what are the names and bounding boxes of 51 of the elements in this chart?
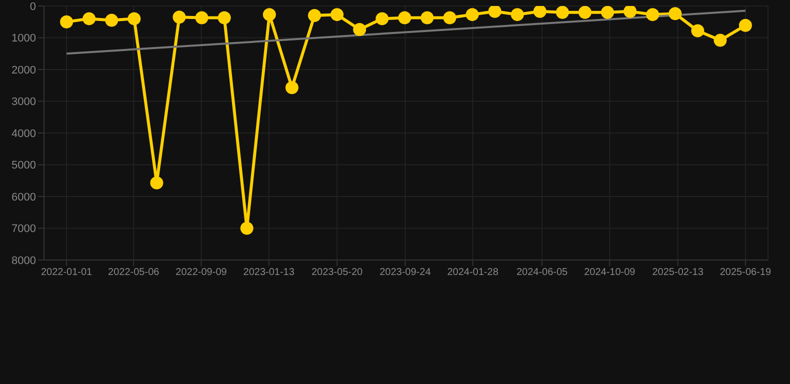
point (308, 9, 321, 22)
point (195, 11, 208, 24)
point (128, 12, 141, 26)
x-tick-label: 2022-05-06 (108, 267, 160, 278)
point (714, 34, 727, 47)
point (556, 6, 569, 19)
y-tick-label: 3000 (12, 96, 36, 108)
x-tick-label: 2024-01-28 (447, 267, 499, 278)
y-tick-label: 4000 (12, 128, 36, 140)
point (285, 81, 298, 94)
x-tick-label: 2025-06-19 (720, 267, 772, 278)
point (668, 7, 682, 20)
point (105, 14, 118, 27)
x-tick-label: 2023-09-24 (380, 267, 432, 278)
point (330, 8, 344, 22)
point (240, 222, 254, 235)
point (510, 8, 524, 22)
y-tick-label: 1000 (12, 32, 36, 45)
point (150, 176, 164, 190)
point (443, 11, 456, 24)
point (262, 8, 276, 22)
x-tick-label: 2024-06-05 (516, 267, 568, 278)
point (353, 22, 366, 36)
x-tick-label: 2023-01-13 (243, 267, 295, 278)
x-tick-label: 2023-05-20 (311, 267, 364, 278)
y-tick-label: 7000 (12, 223, 36, 236)
y-tick-label: 2000 (12, 64, 36, 76)
point (646, 8, 660, 22)
y-tick-label: 5000 (12, 160, 36, 172)
y-tick-label: 8000 (12, 254, 36, 267)
point (376, 12, 389, 26)
point (218, 11, 231, 24)
point (420, 11, 434, 24)
point (398, 11, 412, 24)
x-tick-label: 2025-02-13 (652, 267, 704, 278)
point (533, 6, 546, 18)
point (691, 24, 704, 38)
x-tick-label: 2022-09-09 (176, 267, 228, 278)
y-tick-label: 6000 (12, 191, 36, 204)
point (172, 10, 186, 24)
point (488, 6, 502, 18)
y-tick-label: 0 (30, 0, 36, 13)
point (624, 6, 637, 18)
x-tick-label: 2022-01-01 (40, 267, 93, 278)
point (578, 6, 592, 19)
point (60, 15, 74, 28)
point (738, 18, 752, 32)
point (82, 12, 96, 26)
point (601, 6, 614, 19)
point (466, 8, 479, 22)
x-tick-label: 2024-10-09 (584, 267, 636, 278)
